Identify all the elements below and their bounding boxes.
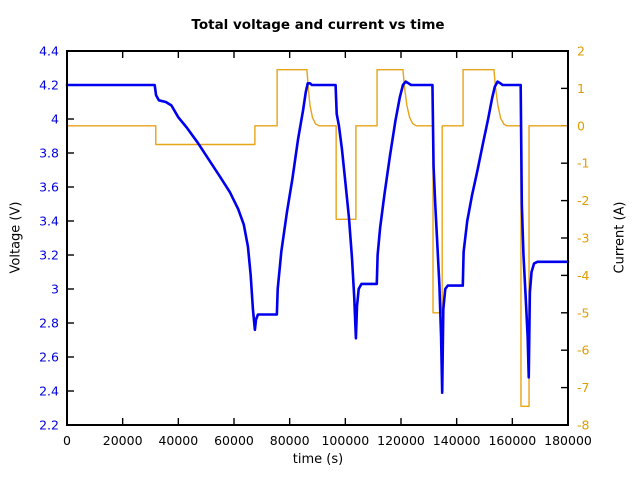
x-tick-label: 180000 [544,433,592,448]
y-left-tick-label: 3.8 [39,146,59,161]
y-left-tick-label: 2.2 [39,418,59,433]
x-tick-label: 0 [63,433,71,448]
y-right-tick-label: -3 [577,231,589,246]
y-right-tick-label: -6 [577,343,590,358]
x-tick-label: 80000 [270,433,310,448]
x-tick-label: 160000 [488,433,536,448]
y-right-tick-label: 0 [577,118,585,133]
y-right-tick-label: -8 [577,418,590,433]
y-left-tick-label: 2.6 [39,350,59,365]
x-tick-label: 120000 [377,433,425,448]
voltage-line [65,80,570,395]
y-left-tick-label: 3.2 [39,248,59,263]
y-left-tick-label: 3.4 [39,214,59,229]
y-right-tick-label: -4 [577,268,590,283]
x-tick-label: 40000 [158,433,198,448]
y-right-tick-label: 1 [577,81,585,96]
y-right-tick-label: 2 [577,44,585,59]
y-left-tick-label: 3.6 [39,180,59,195]
x-tick-label: 100000 [321,433,369,448]
y-left-tick-label: 4.2 [39,78,59,93]
current-line [66,68,569,407]
plot-border [66,50,569,426]
x-tick-label: 20000 [103,433,143,448]
y-left-tick-label: 2.4 [39,384,59,399]
y-left-tick-label: 3 [51,282,59,297]
y-right-tick-label: -1 [577,156,589,171]
chart-title: Total voltage and current vs time [191,17,445,33]
y-right-tick-label: -2 [577,193,589,208]
y-right-tick-label: -5 [577,305,589,320]
y-left-tick-label: 2.8 [39,316,59,331]
x-tick-label: 60000 [214,433,254,448]
y-left-tick-label: 4 [51,112,59,127]
x-tick-label: 140000 [433,433,481,448]
y-right-tick-label: -7 [577,380,589,395]
y-left-tick-label: 4.4 [39,44,59,59]
x-axis-label: time (s) [292,452,344,467]
